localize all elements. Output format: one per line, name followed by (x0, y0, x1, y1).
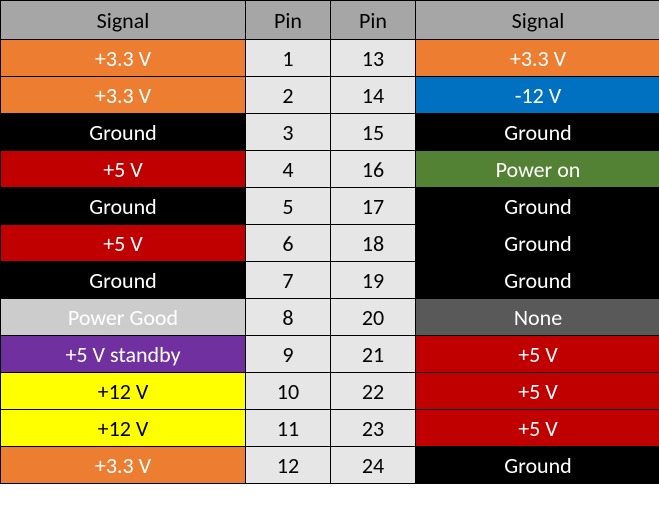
signal-right: Ground (416, 114, 659, 151)
table-row: +5 V standby921+5 V (1, 336, 659, 373)
signal-right: +3.3 V (416, 40, 659, 77)
pin-left: 10 (246, 373, 331, 410)
pin-right: 23 (331, 410, 416, 447)
table-row: Ground517Ground (1, 188, 659, 225)
signal-left: +3.3 V (1, 77, 246, 114)
pin-right: 22 (331, 373, 416, 410)
signal-right: +5 V (416, 410, 659, 447)
table-row: +5 V416Power on (1, 151, 659, 188)
pin-right: 14 (331, 77, 416, 114)
table-row: +3.3 V113+3.3 V (1, 40, 659, 77)
signal-right: -12 V (416, 77, 659, 114)
pin-left: 2 (246, 77, 331, 114)
pin-left: 8 (246, 299, 331, 336)
pin-right: 21 (331, 336, 416, 373)
pin-right: 13 (331, 40, 416, 77)
header-signal-right: Signal (416, 1, 659, 40)
pin-left: 6 (246, 225, 331, 262)
pin-right: 16 (331, 151, 416, 188)
table-row: +3.3 V1224Ground (1, 447, 659, 484)
signal-left: Ground (1, 262, 246, 299)
pin-left: 1 (246, 40, 331, 77)
table-row: +3.3 V214-12 V (1, 77, 659, 114)
signal-right: +5 V (416, 336, 659, 373)
signal-left: +5 V standby (1, 336, 246, 373)
signal-left: +3.3 V (1, 447, 246, 484)
pin-left: 9 (246, 336, 331, 373)
table-row: Ground719Ground (1, 262, 659, 299)
signal-left: Ground (1, 114, 246, 151)
signal-right: Power on (416, 151, 659, 188)
signal-left: +5 V (1, 225, 246, 262)
pin-left: 12 (246, 447, 331, 484)
pin-left: 5 (246, 188, 331, 225)
signal-right: Ground (416, 225, 659, 262)
pin-left: 7 (246, 262, 331, 299)
pinout-table: Signal Pin Pin Signal +3.3 V113+3.3 V+3.… (0, 0, 659, 484)
signal-right: Ground (416, 188, 659, 225)
table-row: Power Good820None (1, 299, 659, 336)
signal-left: +12 V (1, 410, 246, 447)
pin-left: 3 (246, 114, 331, 151)
table-row: +12 V1123+5 V (1, 410, 659, 447)
pin-left: 11 (246, 410, 331, 447)
header-pin-left: Pin (246, 1, 331, 40)
signal-left: Ground (1, 188, 246, 225)
signal-right: Ground (416, 447, 659, 484)
signal-left: +3.3 V (1, 40, 246, 77)
signal-left: Power Good (1, 299, 246, 336)
pin-right: 15 (331, 114, 416, 151)
header-pin-right: Pin (331, 1, 416, 40)
pin-right: 18 (331, 225, 416, 262)
table-header-row: Signal Pin Pin Signal (1, 1, 659, 40)
pin-right: 20 (331, 299, 416, 336)
signal-right: Ground (416, 262, 659, 299)
signal-left: +12 V (1, 373, 246, 410)
pin-right: 19 (331, 262, 416, 299)
table-row: +12 V1022+5 V (1, 373, 659, 410)
pin-right: 17 (331, 188, 416, 225)
table-row: Ground315Ground (1, 114, 659, 151)
signal-right: +5 V (416, 373, 659, 410)
pin-left: 4 (246, 151, 331, 188)
signal-right: None (416, 299, 659, 336)
signal-left: +5 V (1, 151, 246, 188)
header-signal-left: Signal (1, 1, 246, 40)
table-row: +5 V618Ground (1, 225, 659, 262)
pin-right: 24 (331, 447, 416, 484)
